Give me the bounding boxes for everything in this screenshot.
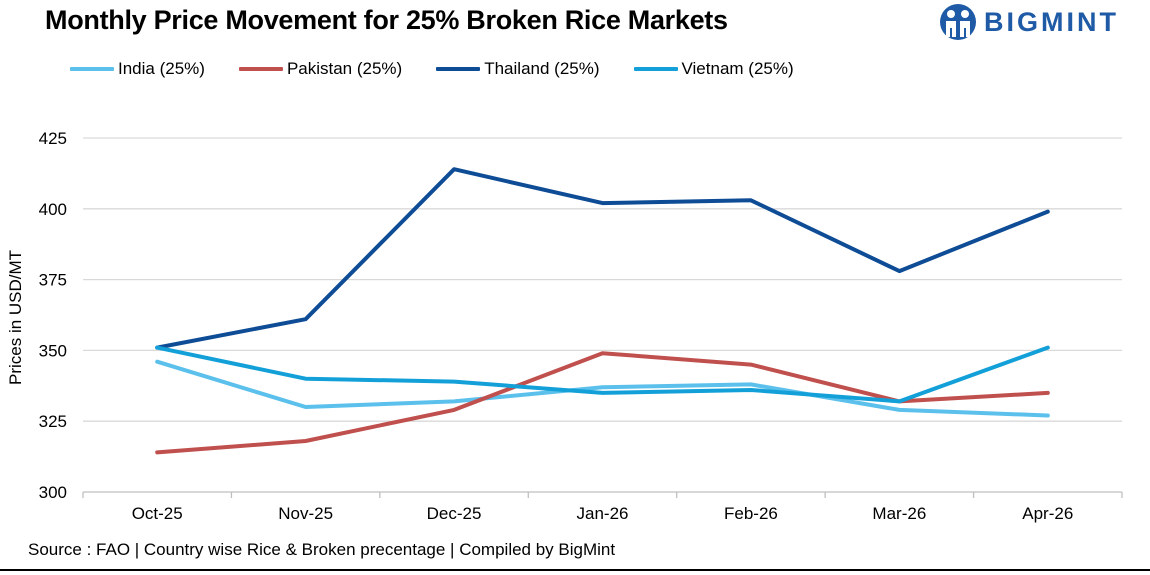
legend-label: India (25%) <box>118 59 205 78</box>
y-tick-label: 375 <box>39 271 67 290</box>
axes: 300 325 350 375 400 425 Oct-25 Nov-25 Dec-25 Jan-… <box>39 129 1123 523</box>
legend-label: Pakistan (25%) <box>286 59 403 78</box>
y-tick-label: 300 <box>39 483 67 502</box>
chart-legend: India (25%) Pakistan (25%) Thailand (25%) V… <box>70 58 828 80</box>
legend-label: Vietnam (25%) <box>681 59 794 78</box>
legend-item: Vietnam (25%) <box>633 59 794 79</box>
chart-title: Monthly Price Movement for 25% Broken Ri… <box>45 5 728 35</box>
y-tick-label: 425 <box>39 129 67 148</box>
legend-swatch <box>238 67 283 71</box>
y-tick-label: 350 <box>39 341 67 360</box>
series-line-vietnam <box>155 345 1050 404</box>
x-tick-label: Mar-26 <box>872 504 926 523</box>
series-line-india <box>155 359 1050 418</box>
y-tick-label: 400 <box>39 200 67 219</box>
people-globe-logo-icon <box>940 4 976 40</box>
x-tick-label: Feb-26 <box>724 504 778 523</box>
x-tick-label: Dec-25 <box>427 504 482 523</box>
x-tick-label: Jan-26 <box>577 504 629 523</box>
x-tick-label: Nov-25 <box>278 504 333 523</box>
legend-label: Thailand (25%) <box>484 59 600 78</box>
bottom-divider <box>0 569 1150 571</box>
series-line-thailand <box>155 167 1050 350</box>
brand-logo: BIGMINT <box>938 2 1119 42</box>
x-tick-label: Apr-26 <box>1022 504 1073 523</box>
legend-swatch <box>70 67 114 71</box>
source-note: Source : FAO | Country wise Rice & Broke… <box>28 540 616 559</box>
legend-item: India (25%) <box>70 59 205 79</box>
series-lines <box>155 167 1050 455</box>
legend-item: Pakistan (25%) <box>238 59 403 79</box>
brand-name: BIGMINT <box>984 6 1119 37</box>
legend-item: Thailand (25%) <box>436 59 600 79</box>
legend-swatch <box>633 67 678 71</box>
legend-swatch <box>436 67 481 71</box>
gridlines <box>83 137 1122 422</box>
y-tick-label: 325 <box>39 412 67 431</box>
x-tick-label: Oct-25 <box>132 504 183 523</box>
